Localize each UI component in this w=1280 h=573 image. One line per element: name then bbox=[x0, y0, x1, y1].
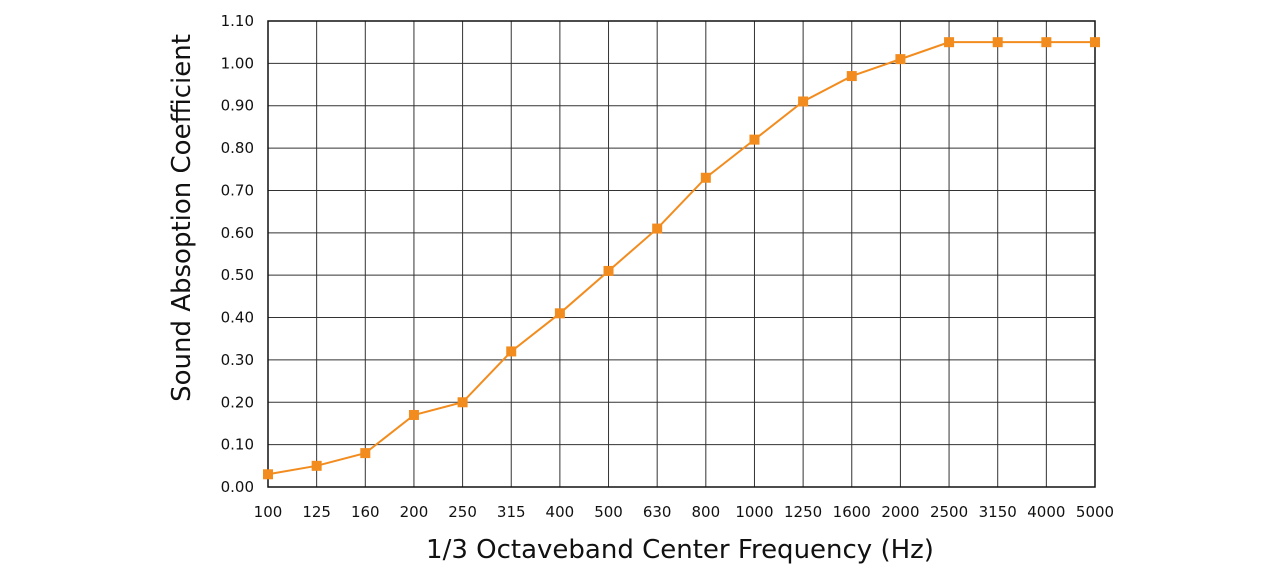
x-tick-label: 1000 bbox=[735, 503, 773, 521]
x-axis-ticks: 100 125 160 200 250 315 400 500 630 800 1000 1250 16… bbox=[254, 503, 1114, 521]
x-tick-label: 4000 bbox=[1027, 503, 1065, 521]
plot-frame bbox=[267, 20, 1096, 488]
data-point bbox=[603, 265, 614, 276]
x-tick-label: 3150 bbox=[979, 503, 1017, 521]
x-tick-label: 315 bbox=[497, 503, 526, 521]
data-point bbox=[652, 223, 663, 234]
y-tick-label: 0.00 bbox=[221, 478, 254, 496]
x-tick-label: 2500 bbox=[930, 503, 968, 521]
data-point bbox=[408, 409, 419, 420]
x-tick-label: 160 bbox=[351, 503, 380, 521]
x-tick-label: 2000 bbox=[881, 503, 919, 521]
data-point bbox=[895, 54, 906, 65]
x-axis-title: 1/3 Octaveband Center Frequency (Hz) bbox=[426, 535, 934, 565]
y-tick-label: 0.50 bbox=[221, 266, 254, 284]
x-tick-label: 5000 bbox=[1076, 503, 1114, 521]
data-point bbox=[457, 397, 468, 408]
x-tick-label: 125 bbox=[302, 503, 331, 521]
data-point bbox=[846, 71, 857, 82]
x-tick-label: 1600 bbox=[833, 503, 871, 521]
data-point bbox=[554, 308, 565, 319]
data-point bbox=[798, 96, 809, 107]
y-axis-title: Sound Absoption Coefficient bbox=[167, 34, 197, 402]
data-point bbox=[311, 460, 322, 471]
y-tick-label: 1.10 bbox=[221, 12, 254, 30]
x-tick-label: 200 bbox=[400, 503, 429, 521]
series-line bbox=[267, 41, 1095, 476]
x-tick-label: 100 bbox=[254, 503, 283, 521]
grid bbox=[267, 20, 1096, 488]
y-axis-ticks: 0.00 0.10 0.20 0.30 0.40 0.50 0.60 0.70 0.80 0.90… bbox=[221, 12, 254, 496]
y-tick-label: 0.10 bbox=[221, 436, 254, 454]
data-point bbox=[506, 346, 517, 357]
series-layer bbox=[263, 37, 1100, 480]
data-point bbox=[749, 134, 760, 145]
x-tick-label: 500 bbox=[594, 503, 623, 521]
y-tick-label: 0.40 bbox=[221, 309, 254, 327]
data-point bbox=[992, 37, 1003, 48]
y-tick-label: 0.20 bbox=[221, 393, 254, 411]
x-tick-label: 630 bbox=[643, 503, 672, 521]
data-point bbox=[1041, 37, 1052, 48]
y-tick-label: 1.00 bbox=[221, 54, 254, 72]
x-tick-label: 1250 bbox=[784, 503, 822, 521]
y-tick-label: 0.90 bbox=[221, 97, 254, 115]
data-point bbox=[700, 172, 711, 183]
x-tick-label: 400 bbox=[546, 503, 575, 521]
y-tick-label: 0.70 bbox=[221, 181, 254, 199]
x-tick-label: 800 bbox=[692, 503, 721, 521]
data-point bbox=[1090, 37, 1100, 48]
y-tick-label: 0.30 bbox=[221, 351, 254, 369]
y-tick-label: 0.80 bbox=[221, 139, 254, 157]
x-tick-label: 250 bbox=[448, 503, 477, 521]
data-point bbox=[263, 469, 273, 480]
data-point bbox=[360, 448, 371, 459]
data-point bbox=[944, 37, 955, 48]
y-tick-label: 0.60 bbox=[221, 224, 254, 242]
